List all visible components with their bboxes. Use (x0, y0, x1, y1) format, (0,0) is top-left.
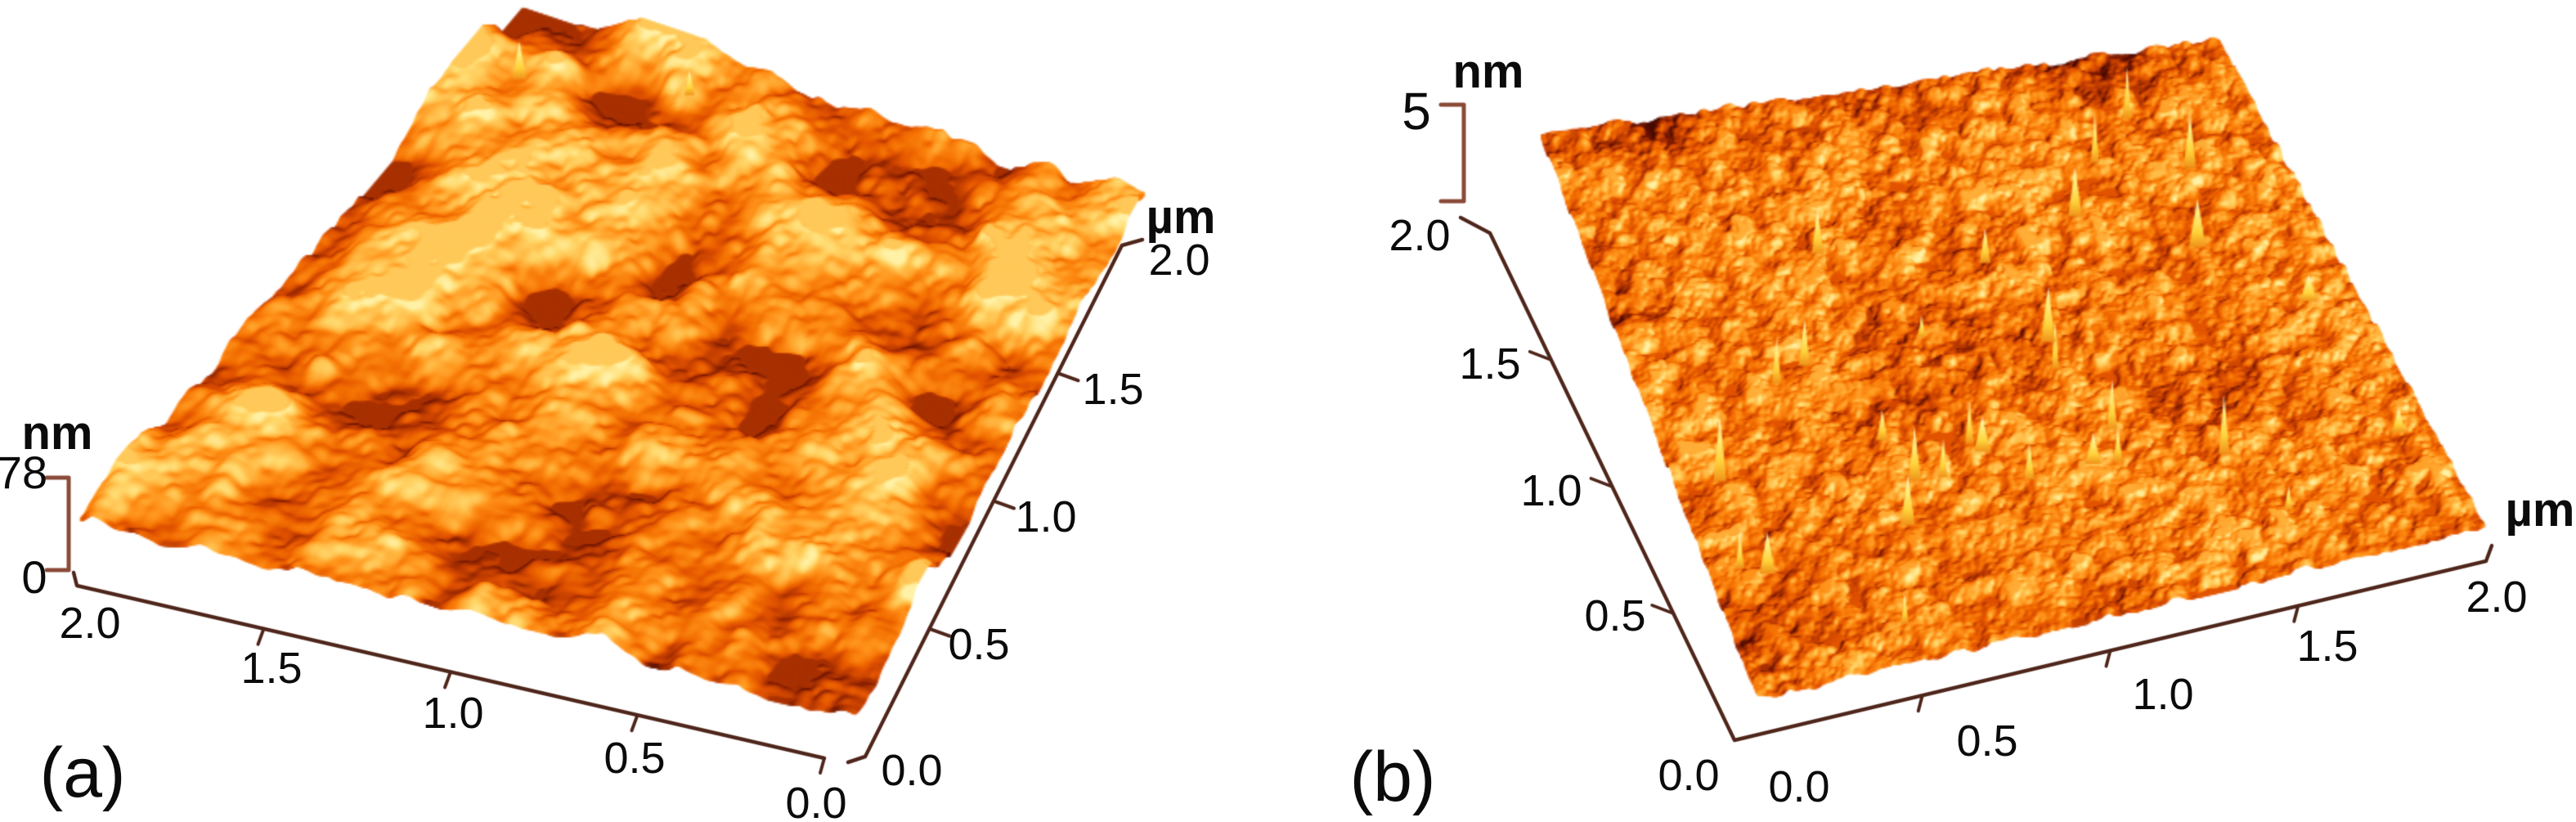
panel-b-x-tick-label: 2.0 (2466, 573, 2528, 622)
panel-b-y-tick-label: 1.5 (1459, 339, 1521, 389)
panel-a-z-max: 78 (0, 447, 48, 498)
panel-a-y-unit: µm (1146, 191, 1216, 244)
panel-b-x-tick-label: 1.0 (2132, 670, 2194, 719)
panel-a-y-tick-label: 2.0 (1148, 236, 1210, 285)
panel-b-y-tick-label: 0.0 (1658, 751, 1720, 800)
panel-b-z-unit: nm (1452, 45, 1524, 98)
panel-b-label: (b) (1349, 738, 1436, 816)
panel-a-y-tick-label: 0.0 (881, 746, 943, 795)
panel-a-x-tick-label: 0.5 (604, 734, 666, 783)
panel-a-x-tick-label: 2.0 (59, 599, 121, 648)
panel-b-z-max: 5 (1402, 82, 1431, 141)
panel-b-y-tick-label: 0.5 (1584, 591, 1646, 640)
panel-a-z-unit: nm (21, 407, 93, 460)
panel-b-x-tick-label: 1.5 (2296, 622, 2358, 671)
panel-a-y-tick-label: 0.5 (948, 620, 1010, 669)
panel-a-label: (a) (39, 734, 126, 812)
panel-b-y-tick-label: 2.0 (1389, 211, 1451, 260)
panel-a-x-tick-label: 0.0 (785, 779, 847, 822)
panel-b-x-tick-label: 0.0 (1768, 762, 1830, 811)
panel-a-z-min: 0 (21, 551, 47, 603)
panel-a-y-tick-label: 1.5 (1082, 365, 1144, 414)
panel-b-y-tick-label: 1.0 (1520, 466, 1582, 515)
panel-a-x-tick-label: 1.0 (422, 689, 484, 738)
panel-b-x-tick-label: 0.5 (1956, 716, 2018, 766)
panel-a-y-tick-label: 1.0 (1015, 492, 1077, 541)
panel-b-x-unit: µm (2505, 483, 2575, 537)
panel-a-x-tick-label: 1.5 (240, 644, 303, 693)
